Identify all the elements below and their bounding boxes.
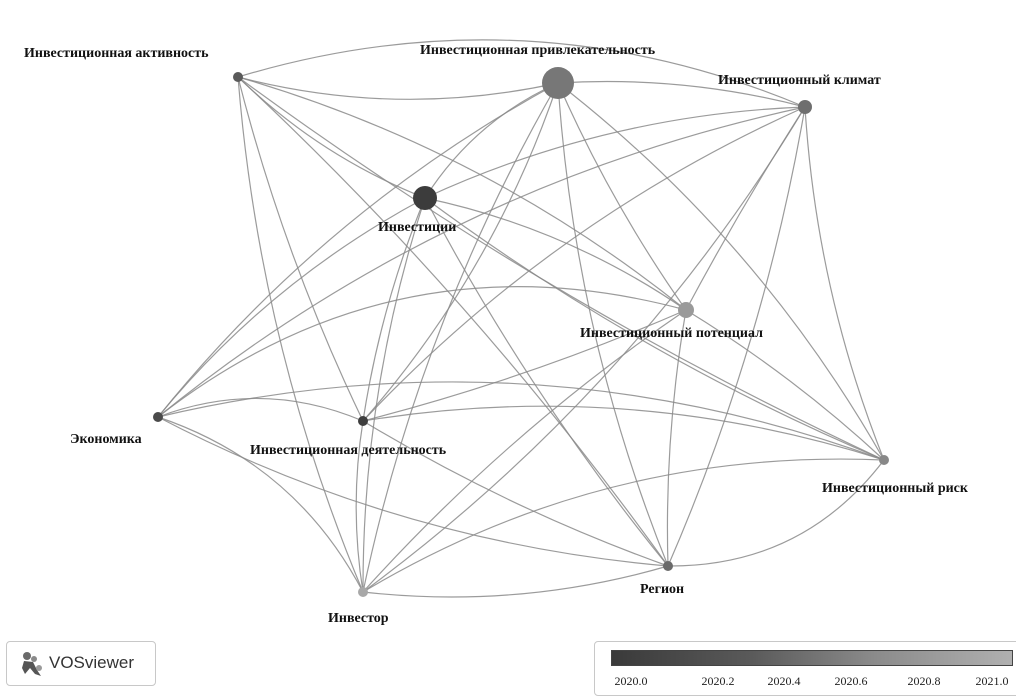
link-deyat-region (362, 420, 669, 567)
link-climate-risk (804, 106, 885, 461)
link-attract-investor (362, 82, 559, 593)
node-label-activity: Инвестиционная активность (24, 46, 209, 61)
scale-tick: 2020.4 (767, 674, 801, 688)
link-layer (157, 39, 885, 598)
node-label-deyat: Инвестиционная деятельность (250, 443, 447, 458)
link-climate-investments (424, 106, 806, 199)
link-economy-region (157, 416, 669, 567)
link-investments-economy (157, 197, 426, 418)
scale-tick: 2020.8 (907, 674, 941, 688)
link-attract-economy (157, 82, 559, 418)
color-scale-bar (611, 650, 1013, 666)
scale-tick: 2020.2 (701, 674, 735, 688)
vosviewer-logo: VOSviewer (6, 641, 156, 686)
link-deyat-investor (355, 420, 364, 593)
link-investments-potential (424, 197, 687, 311)
node-label-investments: Инвестиции (378, 220, 456, 235)
link-activity-potential (237, 76, 687, 311)
node-label-economy: Экономика (70, 432, 142, 447)
link-climate-deyat (362, 106, 806, 422)
link-potential-deyat (362, 309, 687, 422)
link-climate-potential (685, 106, 806, 311)
scale-tick: 2020.6 (834, 674, 868, 688)
node-activity[interactable] (233, 72, 243, 82)
link-risk-region (667, 459, 885, 567)
link-activity-region (237, 76, 669, 567)
node-label-potential: Инвестиционный потенциал (580, 326, 763, 341)
link-risk-investor (362, 458, 885, 593)
link-potential-risk (685, 309, 885, 461)
link-activity-investor (237, 76, 364, 593)
logo-text: VOSviewer (49, 653, 135, 672)
link-attract-investments (424, 82, 559, 199)
link-climate-region (667, 106, 806, 567)
node-economy[interactable] (153, 412, 163, 422)
link-economy-investor (157, 416, 364, 593)
node-climate[interactable] (798, 100, 812, 114)
overlay-color-scale: 2020.0 2020.2 2020.4 2020.6 2020.8 2021.… (594, 641, 1016, 696)
bibliometric-network: Инвестиционная активность Инвестиционная… (24, 39, 969, 626)
link-activity-climate (237, 39, 806, 108)
link-economy-climate (157, 106, 806, 418)
link-deyat-risk (362, 405, 885, 461)
label-layer: Инвестиционная активность Инвестиционная… (24, 43, 969, 626)
node-potential[interactable] (678, 302, 694, 318)
node-investor[interactable] (358, 587, 368, 597)
link-economy-risk (157, 381, 885, 461)
link-climate-investor (362, 106, 806, 593)
link-attract-potential (557, 82, 687, 311)
node-label-attract: Инвестиционная привлекательность (420, 43, 656, 58)
scale-tick: 2021.0 (975, 674, 1009, 688)
link-activity-attract (237, 76, 559, 100)
vosviewer-logo-icon (22, 652, 42, 676)
node-label-risk: Инвестиционный риск (822, 481, 969, 496)
link-attract-risk (557, 82, 885, 461)
node-label-climate: Инвестиционный климат (718, 73, 881, 88)
node-investments[interactable] (413, 186, 437, 210)
link-potential-region (666, 309, 687, 567)
link-attract-climate (557, 80, 806, 108)
link-investments-investor (362, 197, 426, 593)
link-region-investor (362, 565, 669, 598)
node-label-investor: Инвестор (328, 611, 389, 626)
link-investments-risk (424, 197, 885, 461)
node-risk[interactable] (879, 455, 889, 465)
link-attract-region (557, 82, 669, 567)
node-layer (153, 67, 889, 597)
scale-tick: 2020.0 (614, 674, 648, 688)
link-potential-economy (157, 286, 687, 418)
link-economy-deyat (157, 397, 364, 422)
link-potential-investor (362, 309, 687, 593)
node-region[interactable] (663, 561, 673, 571)
node-deyat[interactable] (358, 416, 368, 426)
node-label-region: Регион (640, 582, 684, 597)
link-investments-region (424, 197, 669, 567)
link-investments-deyat (362, 197, 426, 422)
node-attract[interactable] (542, 67, 574, 99)
link-attract-deyat (362, 82, 559, 422)
link-activity-deyat (237, 76, 364, 422)
